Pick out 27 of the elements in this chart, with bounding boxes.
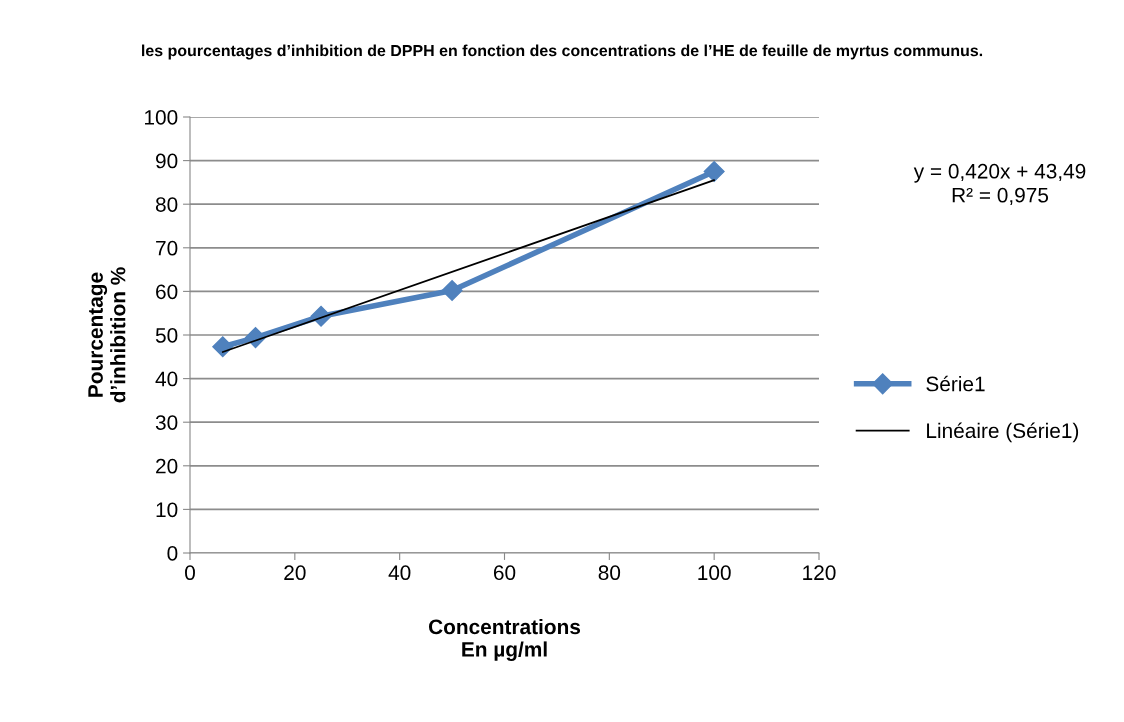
x-tick-label: 20 (284, 565, 306, 581)
point (703, 160, 725, 183)
x-tick-label: 100 (698, 565, 731, 581)
y-tick-label: 60 (156, 284, 178, 300)
legend-label: Série1 (926, 375, 985, 392)
y-tick-label: 70 (156, 240, 178, 256)
y-tick-label: 40 (155, 371, 178, 387)
x-axis-title: Concentrations En µg/ml (428, 618, 581, 661)
y-tick-label: 10 (156, 502, 178, 518)
y-tick-label: 20 (156, 458, 178, 474)
chart-title: les pourcentages d’inhibition de DPPH en fonction des concentrations de l’HE de feuille de myrtus communus. (142, 44, 983, 60)
y-tick-label: 30 (155, 415, 178, 430)
y-axis-title: Pourcentage d’inhibition % (88, 267, 126, 403)
text: y = 0,420x + 43,49 R² = 0,975 (913, 163, 1086, 206)
x-tick-label: 60 (493, 565, 516, 581)
y-tick-label: 80 (155, 197, 178, 212)
y-tick-label: 50 (155, 328, 178, 343)
point (212, 336, 234, 358)
y-tick-label: 100 (145, 110, 178, 125)
x-tick-label: 40 (388, 565, 411, 581)
x-tick-label: 0 (185, 565, 195, 581)
legend-label: Linéaire (Série1) (927, 422, 1079, 443)
y-tick-label: 0 (167, 546, 178, 561)
x-tick-label: 80 (598, 565, 621, 581)
point (441, 280, 463, 302)
x-tick-label: 120 (803, 565, 836, 581)
y-tick-label: 90 (156, 153, 178, 169)
